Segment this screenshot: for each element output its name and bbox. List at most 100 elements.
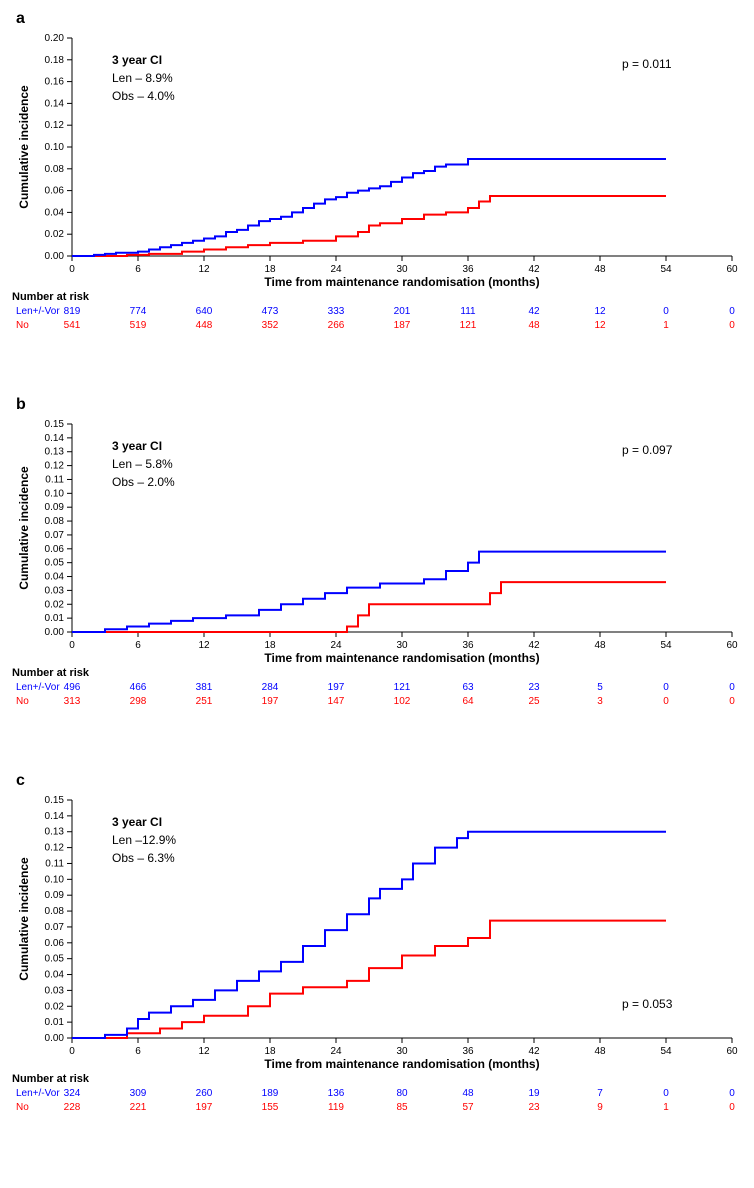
risk-value: 324 [64,1088,81,1099]
y-tick-label: 0.03 [45,585,65,596]
risk-value: 111 [460,306,476,317]
risk-value: 0 [729,320,735,331]
x-tick-label: 0 [69,264,75,275]
risk-value: 284 [262,682,279,693]
panel-a: a061218243036424854600.000.020.040.060.0… [10,10,754,380]
risk-value: 0 [729,306,735,317]
y-tick-label: 0.14 [45,98,65,109]
x-tick-label: 54 [660,640,672,651]
y-tick-label: 0.07 [45,922,65,933]
x-tick-label: 18 [264,264,276,275]
panel-label: a [16,10,754,28]
y-axis-title: Cumulative incidence [17,466,31,590]
x-tick-label: 6 [135,264,141,275]
y-tick-label: 0.06 [45,544,65,555]
x-tick-label: 18 [264,1046,276,1057]
annot-pvalue: p = 0.053 [622,997,673,1011]
annot-len: Len –12.9% [112,833,176,847]
risk-value: 774 [130,306,147,317]
x-tick-label: 24 [330,264,342,275]
risk-value: 0 [663,1088,669,1099]
x-axis-title: Time from maintenance randomisation (mon… [264,651,539,665]
risk-value: 313 [64,696,81,707]
risk-value: 80 [396,1088,408,1099]
risk-table-title: Number at risk [12,291,90,303]
risk-value: 119 [328,1102,344,1113]
y-tick-label: 0.13 [45,827,65,838]
x-tick-label: 42 [528,1046,540,1057]
y-tick-label: 0.04 [45,572,65,583]
y-tick-label: 0.09 [45,890,65,901]
annot-header: 3 year CI [112,53,162,67]
chart-b: 061218243036424854600.000.010.020.030.04… [10,416,744,756]
x-tick-label: 60 [726,264,738,275]
risk-value: 121 [460,320,477,331]
x-tick-label: 36 [462,1046,474,1057]
risk-value: 309 [130,1088,147,1099]
risk-value: 5 [597,682,603,693]
risk-value: 381 [196,682,213,693]
risk-value: 819 [64,306,81,317]
risk-value: 23 [528,682,540,693]
x-tick-label: 36 [462,264,474,275]
x-tick-label: 6 [135,1046,141,1057]
risk-value: 147 [328,696,345,707]
y-tick-label: 0.15 [45,419,65,430]
x-tick-label: 0 [69,640,75,651]
x-tick-label: 54 [660,1046,672,1057]
x-tick-label: 48 [594,264,606,275]
risk-row-label: Len+/-Vor [16,1088,60,1099]
y-tick-label: 0.00 [45,251,65,262]
panel-c: c061218243036424854600.000.010.020.030.0… [10,772,754,1162]
annot-len: Len – 5.8% [112,457,173,471]
annot-header: 3 year CI [112,439,162,453]
x-tick-label: 42 [528,264,540,275]
panel-label: b [16,396,754,414]
y-tick-label: 0.11 [45,858,64,869]
risk-value: 63 [462,682,474,693]
risk-value: 333 [328,306,345,317]
x-axis-title: Time from maintenance randomisation (mon… [264,275,539,289]
panel-label: c [16,772,754,790]
y-tick-label: 0.11 [45,474,64,485]
risk-value: 0 [729,696,735,707]
risk-value: 42 [528,306,540,317]
y-tick-label: 0.12 [45,843,65,854]
x-tick-label: 36 [462,640,474,651]
risk-value: 519 [130,320,147,331]
y-tick-label: 0.13 [45,447,65,458]
risk-value: 64 [462,696,474,707]
y-tick-label: 0.07 [45,530,65,541]
x-tick-label: 42 [528,640,540,651]
y-tick-label: 0.00 [45,627,65,638]
x-tick-label: 54 [660,264,672,275]
risk-row-label: Len+/-Vor [16,306,60,317]
x-tick-label: 48 [594,1046,606,1057]
risk-value: 466 [130,682,147,693]
risk-value: 48 [462,1088,474,1099]
risk-value: 9 [597,1102,603,1113]
y-tick-label: 0.04 [45,970,65,981]
y-tick-label: 0.02 [45,599,65,610]
y-tick-label: 0.01 [45,613,65,624]
x-tick-label: 12 [198,640,210,651]
annot-obs: Obs – 2.0% [112,475,175,489]
x-tick-label: 12 [198,264,210,275]
risk-value: 121 [394,682,411,693]
chart-a: 061218243036424854600.000.020.040.060.08… [10,30,744,380]
curve-obs [72,921,666,1038]
risk-row-label: No [16,320,29,331]
y-tick-label: 0.14 [45,811,65,822]
risk-value: 0 [729,1088,735,1099]
y-tick-label: 0.02 [45,1001,65,1012]
risk-value: 48 [528,320,540,331]
y-tick-label: 0.05 [45,954,65,965]
risk-value: 23 [528,1102,540,1113]
y-tick-label: 0.10 [45,488,65,499]
risk-value: 266 [328,320,345,331]
y-tick-label: 0.14 [45,433,65,444]
risk-row-label: Len+/-Vor [16,682,60,693]
y-tick-label: 0.10 [45,874,65,885]
x-tick-label: 30 [396,1046,408,1057]
x-tick-label: 30 [396,264,408,275]
